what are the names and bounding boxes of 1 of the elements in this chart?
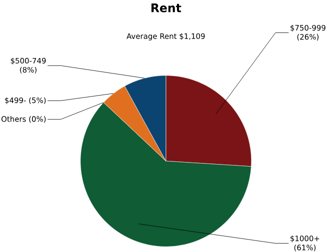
chart-title: Rent <box>151 3 182 12</box>
